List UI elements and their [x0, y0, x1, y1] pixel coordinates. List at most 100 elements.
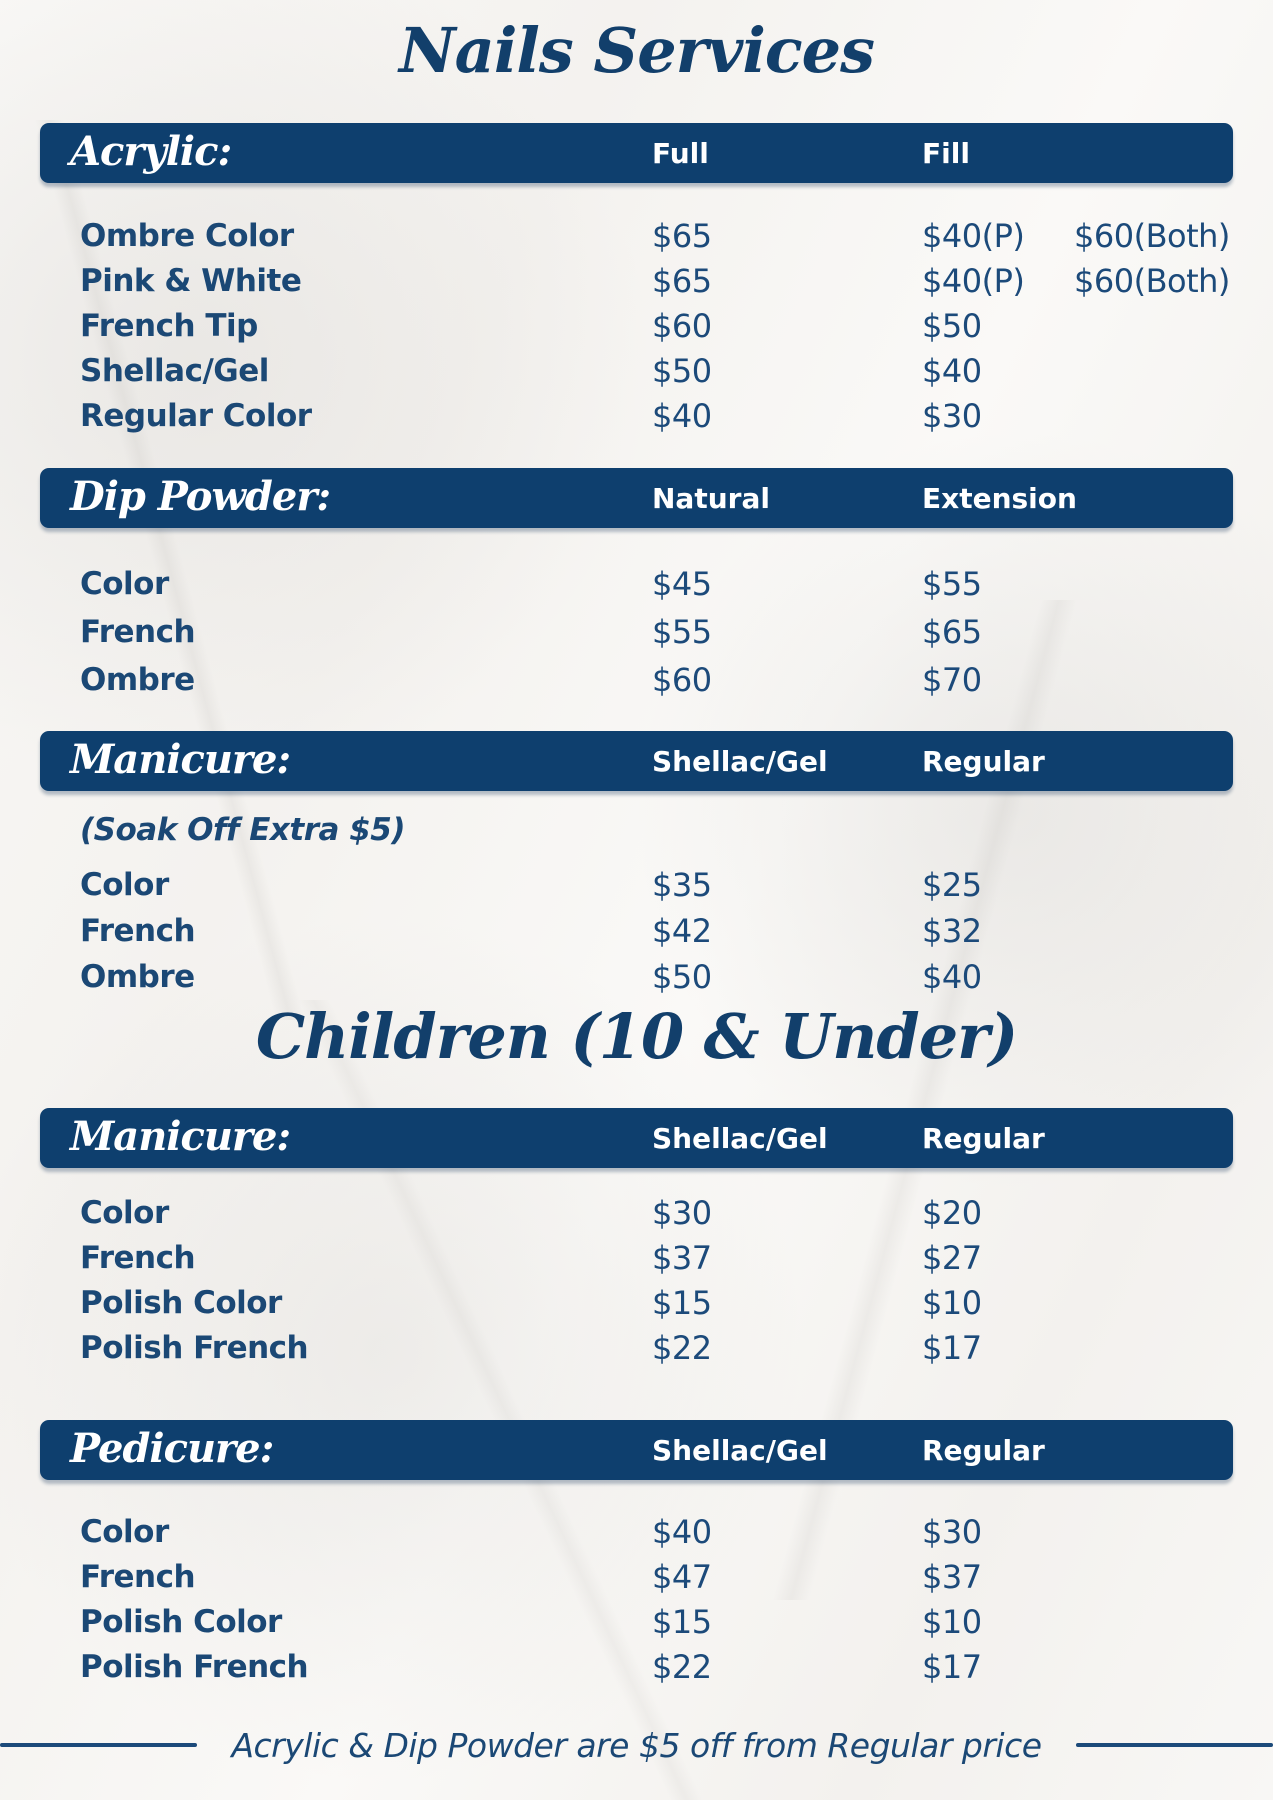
price-natural: $60	[652, 661, 712, 699]
price-shellac-gel: $40	[652, 1513, 712, 1551]
price-regular: $17	[922, 1329, 982, 1367]
column-header-extension: Extension	[922, 482, 1077, 515]
price-fill-both: $60(Both)	[1074, 262, 1230, 300]
table-row: French $47 $37	[0, 1555, 1273, 1600]
price-fill-both: $60(Both)	[1074, 217, 1230, 255]
service-name: Color	[80, 867, 169, 903]
price-shellac-gel: $47	[652, 1558, 712, 1596]
column-header-regular: Regular	[922, 745, 1045, 778]
service-name: Ombre	[80, 959, 195, 995]
column-header-regular: Regular	[922, 1122, 1045, 1155]
price-regular: $17	[922, 1648, 982, 1686]
table-row: Polish Color $15 $10	[0, 1281, 1273, 1326]
section-header-children-manicure: Manicure: Shellac/Gel Regular	[40, 1108, 1233, 1168]
dip-powder-rows: Color $45 $55 French $55 $65 Ombre $60 $…	[0, 560, 1273, 704]
column-header-fill: Fill	[922, 137, 970, 170]
acrylic-rows: Ombre Color $65 $40(P) $60(Both) Pink & …	[0, 214, 1273, 439]
price-natural: $45	[652, 565, 712, 603]
service-name: French	[80, 1240, 196, 1276]
price-regular: $20	[922, 1194, 982, 1232]
price-regular: $25	[922, 866, 982, 904]
manicure-rows: Color $35 $25 French $42 $32 Ombre $50 $…	[0, 862, 1273, 1000]
price-natural: $55	[652, 613, 712, 651]
price-full: $50	[652, 352, 712, 390]
table-row: Polish Color $15 $10	[0, 1600, 1273, 1645]
service-name: Ombre	[80, 662, 195, 698]
column-header-regular: Regular	[922, 1434, 1045, 1467]
price-regular: $37	[922, 1558, 982, 1596]
column-header-shellac-gel: Shellac/Gel	[652, 745, 828, 778]
price-shellac-gel: $35	[652, 866, 712, 904]
service-name: Ombre Color	[80, 218, 294, 254]
section-header-manicure: Manicure: Shellac/Gel Regular	[40, 731, 1233, 791]
price-extension: $70	[922, 661, 982, 699]
price-full: $65	[652, 262, 712, 300]
table-row: Polish French $22 $17	[0, 1645, 1273, 1690]
table-row: Color $30 $20	[0, 1191, 1273, 1236]
price-shellac-gel: $22	[652, 1648, 712, 1686]
price-fill: $40(P)	[922, 217, 1025, 255]
section-header-dip-powder: Dip Powder: Natural Extension	[40, 468, 1233, 528]
pedicure-rows: Color $40 $30 French $47 $37 Polish Colo…	[0, 1510, 1273, 1690]
service-name: French	[80, 614, 196, 650]
service-name: French	[80, 1559, 196, 1595]
divider-line-left	[0, 1743, 198, 1747]
section-label: Acrylic:	[70, 128, 232, 175]
footer-note: Acrylic & Dip Powder are $5 off from Reg…	[231, 1725, 1042, 1765]
table-row: Color $45 $55	[0, 560, 1273, 608]
table-row: Pink & White $65 $40(P) $60(Both)	[0, 259, 1273, 304]
table-row: Ombre $50 $40	[0, 954, 1273, 1000]
soak-off-note: (Soak Off Extra $5)	[80, 812, 406, 848]
section-label: Pedicure:	[70, 1425, 274, 1472]
service-name: Color	[80, 1195, 169, 1231]
service-name: Pink & White	[80, 263, 302, 299]
section-header-pedicure: Pedicure: Shellac/Gel Regular	[40, 1420, 1233, 1480]
price-regular: $40	[922, 958, 982, 996]
column-header-full: Full	[652, 137, 709, 170]
table-row: Color $35 $25	[0, 862, 1273, 908]
service-name: Polish French	[80, 1330, 309, 1366]
column-header-shellac-gel: Shellac/Gel	[652, 1434, 828, 1467]
service-name: Polish French	[80, 1649, 309, 1685]
price-shellac-gel: $42	[652, 912, 712, 950]
price-full: $40	[652, 397, 712, 435]
column-header-shellac-gel: Shellac/Gel	[652, 1122, 828, 1155]
section-label: Dip Powder:	[70, 473, 331, 520]
children-manicure-rows: Color $30 $20 French $37 $27 Polish Colo…	[0, 1191, 1273, 1371]
service-name: Shellac/Gel	[80, 353, 269, 389]
column-header-natural: Natural	[652, 482, 770, 515]
price-regular: $10	[922, 1284, 982, 1322]
service-name: French Tip	[80, 308, 258, 344]
table-row: Color $40 $30	[0, 1510, 1273, 1555]
table-row: French $42 $32	[0, 908, 1273, 954]
service-name: French	[80, 913, 196, 949]
section-label: Manicure:	[70, 736, 291, 783]
table-row: Shellac/Gel $50 $40	[0, 349, 1273, 394]
price-regular: $32	[922, 912, 982, 950]
price-shellac-gel: $30	[652, 1194, 712, 1232]
price-regular: $30	[922, 1513, 982, 1551]
price-regular: $10	[922, 1603, 982, 1641]
price-shellac-gel: $50	[652, 958, 712, 996]
section-header-acrylic: Acrylic: Full Fill	[40, 123, 1233, 183]
table-row: French Tip $60 $50	[0, 304, 1273, 349]
price-extension: $65	[922, 613, 982, 651]
service-name: Color	[80, 1514, 169, 1550]
children-section-title: Children (10 & Under)	[255, 1000, 1018, 1073]
price-fill: $40	[922, 352, 982, 390]
table-row: Ombre $60 $70	[0, 656, 1273, 704]
divider-line-right	[1075, 1743, 1273, 1747]
page-title: Nails Services	[398, 14, 875, 87]
service-name: Polish Color	[80, 1285, 282, 1321]
service-name: Polish Color	[80, 1604, 282, 1640]
price-fill: $30	[922, 397, 982, 435]
price-full: $65	[652, 217, 712, 255]
price-full: $60	[652, 307, 712, 345]
price-fill: $50	[922, 307, 982, 345]
price-extension: $55	[922, 565, 982, 603]
table-row: Regular Color $40 $30	[0, 394, 1273, 439]
price-fill: $40(P)	[922, 262, 1025, 300]
price-regular: $27	[922, 1239, 982, 1277]
price-shellac-gel: $22	[652, 1329, 712, 1367]
